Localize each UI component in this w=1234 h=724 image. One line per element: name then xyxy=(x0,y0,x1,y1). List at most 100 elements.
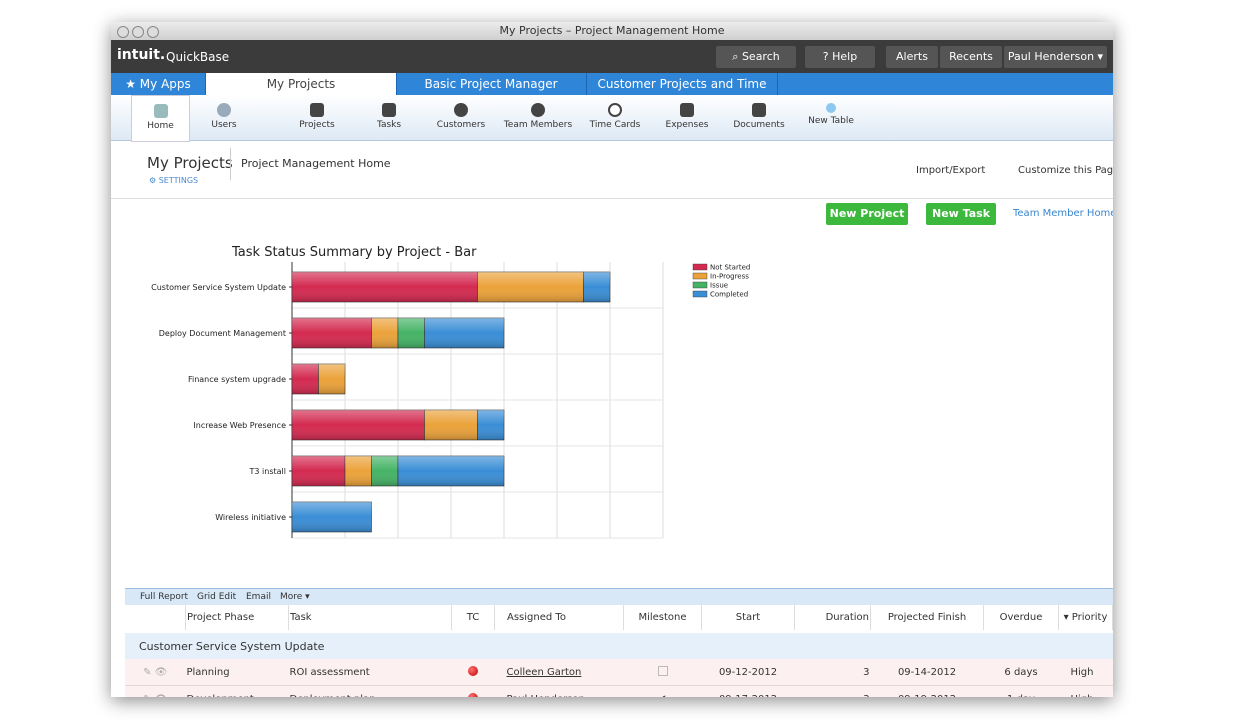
cell[interactable]: Colleen Garton xyxy=(494,659,624,686)
checkmark: ✔ xyxy=(623,685,702,697)
column-header[interactable]: ▾ Priority xyxy=(1058,605,1113,633)
report-toolbar: Full Report Grid Edit Email More ▾ xyxy=(125,588,1113,605)
column-header[interactable]: TC xyxy=(451,605,495,633)
action[interactable]: Full Report xyxy=(140,592,189,602)
label: Projects xyxy=(299,120,335,130)
y-tick-label: Increase Web Presence xyxy=(193,421,286,430)
action[interactable]: Email xyxy=(246,592,271,602)
tool[interactable]: Expenses xyxy=(647,95,727,140)
window-title: My Projects – Project Management Home xyxy=(499,24,725,37)
help-button[interactable]: ? Help xyxy=(805,46,875,68)
import-export-link[interactable]: Import/Export xyxy=(916,165,986,176)
status-dot xyxy=(468,665,478,676)
header: intuit. QuickBase ⌕ Search ? Help Alerts… xyxy=(111,40,1113,73)
report-table: Project Phase Task TC Assigned To Milest… xyxy=(125,605,1113,697)
row[interactable]: ✎ 👁 Development Deployment plan Paul Hen… xyxy=(125,685,1113,697)
tool[interactable]: Time Cards xyxy=(575,95,655,140)
column-header[interactable]: Milestone xyxy=(623,605,702,633)
tool[interactable]: Tasks xyxy=(349,95,429,140)
column-header[interactable]: Project Phase xyxy=(185,605,289,633)
team-member-link[interactable]: Team Member Home xyxy=(1013,208,1113,219)
chart: Task Status Summary by Project - Bar Cus… xyxy=(151,245,750,539)
bar-shade xyxy=(345,456,372,486)
y-tick-label: Finance system upgrade xyxy=(188,375,286,384)
label: SETTINGS xyxy=(158,176,199,185)
cell: 3 xyxy=(794,659,871,686)
brand: intuit. xyxy=(117,47,166,63)
bar-shade xyxy=(398,318,425,348)
label: Time Cards xyxy=(589,120,641,130)
cell: Deployment plan xyxy=(288,685,452,697)
customize-link[interactable]: Customize this Page xyxy=(1018,165,1113,176)
search-button[interactable]: ⌕ Search xyxy=(716,46,796,68)
product: QuickBase xyxy=(166,50,230,64)
label: Documents xyxy=(733,120,785,130)
bar-shade xyxy=(371,318,398,348)
column-header[interactable]: Start xyxy=(701,605,795,633)
label: Help xyxy=(832,50,858,63)
zoom[interactable] xyxy=(147,26,159,38)
tool[interactable]: Team Members xyxy=(498,95,578,140)
cell[interactable]: Paul Henderson xyxy=(494,685,624,697)
tab-active[interactable]: My Projects xyxy=(206,73,397,95)
bar-shade xyxy=(318,364,345,394)
bar-shade xyxy=(583,272,610,302)
label: More xyxy=(280,592,303,602)
title-bar: My Projects – Project Management Home xyxy=(111,22,1113,41)
row[interactable]: ✎ 👁 Planning ROI assessment Colleen Gart… xyxy=(125,659,1113,686)
tab[interactable]: Basic Project Manager xyxy=(396,73,587,95)
bar-shade xyxy=(477,410,504,440)
alerts-button[interactable]: Alerts xyxy=(886,46,938,68)
tab[interactable]: ★ My Apps xyxy=(111,73,206,95)
label: Users xyxy=(211,120,237,130)
checkbox[interactable] xyxy=(657,665,668,676)
action[interactable]: More ▾ xyxy=(280,592,310,602)
chart-title: Task Status Summary by Project - Bar xyxy=(231,245,477,260)
y-tick-label: Customer Service System Update xyxy=(151,283,286,292)
tab[interactable]: Customer Projects and Time Man… xyxy=(587,73,778,113)
tool[interactable]: Documents xyxy=(719,95,799,140)
new-project-button[interactable]: New Project xyxy=(826,203,908,225)
status-dot xyxy=(468,692,478,697)
label: Paul Henderson xyxy=(1007,50,1095,63)
cell: Development xyxy=(185,685,289,697)
y-tick-label: T3 install xyxy=(249,467,286,476)
close[interactable] xyxy=(117,26,129,38)
action[interactable]: Grid Edit xyxy=(197,592,237,602)
legend-swatch xyxy=(692,272,708,280)
header-row: Project Phase Task TC Assigned To Milest… xyxy=(125,605,1113,633)
tab-bar: ★ My Apps My Projects Basic Project Mana… xyxy=(111,73,1113,113)
tool[interactable]: Projects xyxy=(277,95,357,140)
tool[interactable]: Users xyxy=(184,95,264,140)
bar-shade xyxy=(424,410,478,440)
tool[interactable]: New Table xyxy=(791,95,871,140)
column-header[interactable]: Assigned To xyxy=(494,605,624,633)
cell: 09-12-2012 xyxy=(701,659,795,686)
bar-shade xyxy=(292,456,345,486)
user-menu[interactable]: Paul Henderson ▾ xyxy=(1004,46,1107,68)
label: Customers xyxy=(436,120,486,130)
column-header[interactable]: Overdue xyxy=(983,605,1059,633)
column-header[interactable]: Task xyxy=(288,605,452,633)
legend-label: In-Progress xyxy=(710,273,749,281)
bar-shade xyxy=(292,318,372,348)
y-tick-label: Deploy Document Management xyxy=(159,329,286,338)
cell: Planning xyxy=(185,659,289,686)
recents-button[interactable]: Recents xyxy=(940,46,1002,68)
app-window: My Projects – Project Management Home in… xyxy=(111,22,1113,697)
tool[interactable]: Customers xyxy=(421,95,501,140)
cell: 09-17-2012 xyxy=(701,685,795,697)
settings-link[interactable]: ⚙ SETTINGS xyxy=(149,176,199,185)
column-header[interactable]: Duration xyxy=(794,605,871,633)
tool[interactable]: Home xyxy=(131,95,190,142)
bar-shade xyxy=(292,502,372,532)
cell: 09-19-2012 xyxy=(870,685,984,697)
minimize[interactable] xyxy=(132,26,144,38)
column-header[interactable]: Projected Finish xyxy=(870,605,984,633)
page-header: My Projects ⚙ SETTINGS Project Managemen… xyxy=(111,140,1113,199)
cell: High xyxy=(1058,659,1113,686)
cell: High xyxy=(1058,685,1113,697)
new-task-button[interactable]: New Task xyxy=(926,203,996,225)
legend-label: Not Started xyxy=(710,264,750,272)
